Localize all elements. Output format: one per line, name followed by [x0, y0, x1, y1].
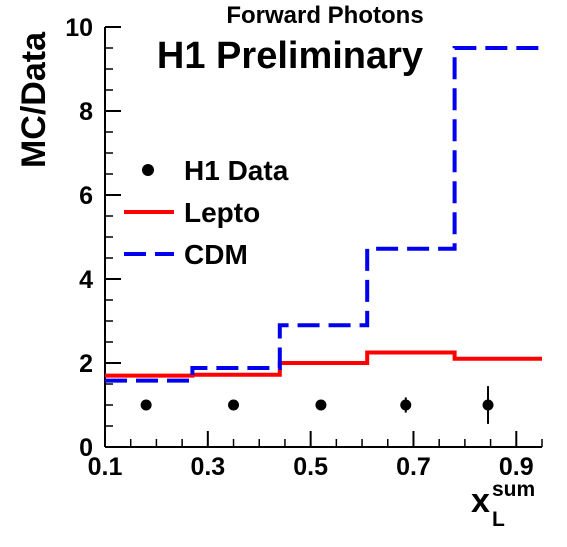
- legend-item: H1 Data: [142, 155, 289, 186]
- series-lepto-line: [105, 350, 542, 378]
- y-tick-label: 10: [65, 14, 93, 42]
- data-point: [482, 399, 494, 411]
- y-tick-label: 4: [79, 266, 93, 294]
- chart-watermark: H1 Preliminary: [157, 35, 423, 77]
- legend-label: Lepto: [184, 197, 260, 228]
- series-cdm-line: [105, 46, 542, 383]
- legend-marker-dot: [142, 164, 154, 176]
- data-point: [140, 399, 152, 411]
- data-point: [315, 399, 327, 411]
- legend-item: CDM: [124, 239, 248, 270]
- x-axis-label: x sum L: [471, 478, 535, 531]
- series-h1-data: [140, 386, 494, 424]
- data-point: [400, 399, 412, 411]
- x-tick-label: 0.1: [88, 453, 123, 481]
- data-point: [228, 399, 240, 411]
- y-tick-label: 2: [79, 350, 93, 378]
- legend-label: CDM: [184, 239, 248, 270]
- series-layer: [105, 46, 542, 424]
- x-axis-label-superscript: sum: [492, 478, 535, 501]
- x-axis-label-main: x: [471, 482, 490, 520]
- legend-label: H1 Data: [184, 155, 289, 186]
- x-axis-label-subscript: L: [492, 508, 505, 531]
- x-tick-label: 0.7: [396, 453, 431, 481]
- y-tick-label: 8: [79, 98, 93, 126]
- chart-title: Forward Photons: [226, 2, 423, 29]
- legend: H1 Data Lepto CDM: [124, 155, 289, 270]
- y-tick-label: 0: [79, 434, 93, 462]
- legend-item: Lepto: [124, 197, 260, 228]
- x-tick-label: 0.9: [499, 453, 534, 481]
- x-tick-label: 0.3: [190, 453, 225, 481]
- y-axis-label: MC/Data: [15, 31, 53, 168]
- axes: 0 2 4 6 8 10 0.1 0.3 0.5 0.7 0.9: [65, 14, 543, 481]
- y-tick-label: 6: [79, 182, 93, 210]
- x-tick-label: 0.5: [293, 453, 328, 481]
